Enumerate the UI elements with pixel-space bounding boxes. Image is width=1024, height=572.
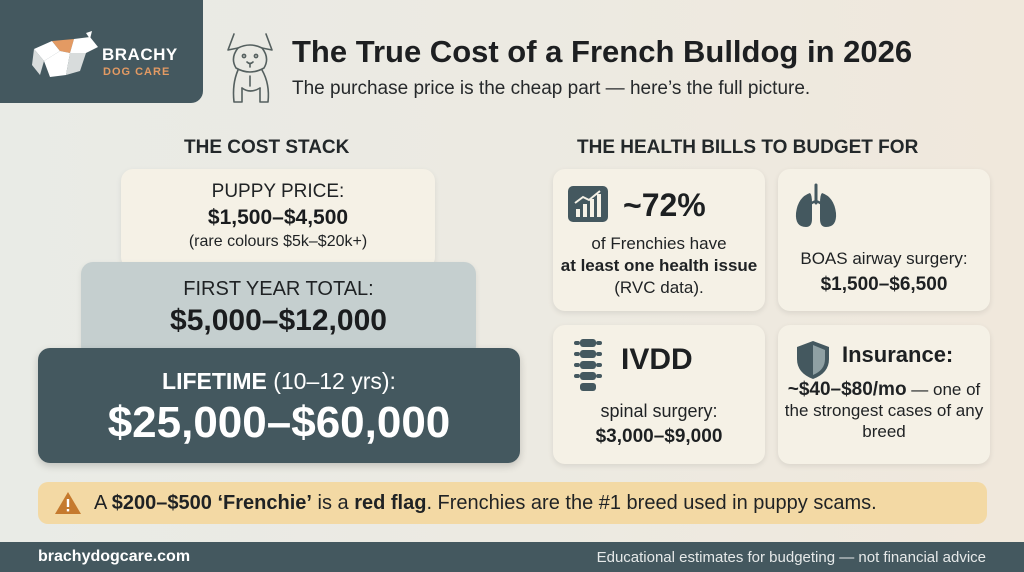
lifetime-label-years: (10–12 yrs): xyxy=(266,368,396,394)
health-bills-heading: THE HEALTH BILLS TO BUDGET FOR xyxy=(577,137,919,158)
first-year-label: FIRST YEAR TOTAL: xyxy=(183,278,374,300)
warning-price: $200–$500 ‘Frenchie’ xyxy=(111,492,312,514)
bar-chart-icon xyxy=(568,186,608,222)
footer-site-link[interactable]: brachydogcare.com xyxy=(38,548,191,565)
insurance-card: ~$40–$80/mo — one of the strongest cases… xyxy=(778,325,990,464)
brand-name: BRACHY xyxy=(102,45,178,64)
health-stat-bold: at least one health issue xyxy=(560,256,758,275)
cost-stack-heading: THE COST STACK xyxy=(184,137,350,158)
insurance-tail: — one of the strongest cases of any bree… xyxy=(784,380,984,441)
warning-red-flag: red flag xyxy=(354,492,427,514)
brand-subname: DOG CARE xyxy=(103,66,171,78)
french-bulldog-illustration-icon xyxy=(227,33,273,103)
health-stat-line1: of Frenchies have xyxy=(591,234,727,253)
ivdd-value: $3,000–$9,000 xyxy=(595,426,723,447)
boas-surgery-card: BOAS airway surgery: $1,500–$6,500 xyxy=(778,169,990,311)
health-stat-card: ~72% of Frenchies have at least one heal… xyxy=(553,169,765,311)
ivdd-title: IVDD xyxy=(621,343,693,376)
footer-disclaimer: Educational estimates for budgeting — no… xyxy=(596,549,986,566)
first-year-value: $5,000–$12,000 xyxy=(170,304,387,337)
scam-warning-bar: A $200–$500 ‘Frenchie’ is a red flag. Fr… xyxy=(38,482,987,524)
ivdd-label: spinal surgery: xyxy=(600,401,718,421)
lifetime-label-bold: LIFETIME xyxy=(162,368,267,394)
brand-logo-block: BRACHY DOG CARE xyxy=(0,0,203,103)
health-stat-percent: ~72% xyxy=(623,187,706,223)
ivdd-card: IVDD spinal surgery: $3,000–$9,000 xyxy=(553,325,765,464)
spine-icon xyxy=(574,339,602,391)
lungs-icon xyxy=(795,183,837,227)
lifetime-label: LIFETIME (10–12 yrs): xyxy=(38,368,520,395)
page-title: The True Cost of a French Bulldog in 202… xyxy=(292,34,913,69)
puppy-price-note: (rare colours $5k–$20k+) xyxy=(188,233,368,250)
lifetime-value: $25,000–$60,000 xyxy=(107,398,451,447)
scam-warning-text: A $200–$500 ‘Frenchie’ is a red flag. Fr… xyxy=(94,492,877,515)
insurance-title: Insurance: xyxy=(842,342,954,367)
insurance-description: ~$40–$80/mo — one of the strongest cases… xyxy=(782,379,986,442)
puppy-price-value: $1,500–$4,500 xyxy=(207,206,349,229)
boas-surgery-label: BOAS airway surgery: xyxy=(800,249,968,268)
shield-icon xyxy=(797,341,829,379)
dog-logo-icon xyxy=(32,31,98,77)
puppy-price-card: PUPPY PRICE: $1,500–$4,500 (rare colours… xyxy=(121,169,435,269)
warning-pre: A xyxy=(94,492,112,514)
health-stat-description: of Frenchies have at least one health is… xyxy=(557,233,761,299)
page-subtitle: The purchase price is the cheap part — h… xyxy=(292,78,811,99)
health-stat-tail: (RVC data). xyxy=(614,278,704,297)
warning-triangle-icon xyxy=(55,492,81,514)
boas-surgery-value: $1,500–$6,500 xyxy=(820,274,948,295)
insurance-value: ~$40–$80/mo xyxy=(787,379,907,400)
footer: brachydogcare.com Educational estimates … xyxy=(0,542,1024,572)
warning-post: . Frenchies are the #1 breed used in pup… xyxy=(426,492,877,514)
lifetime-card: LIFETIME (10–12 yrs): $25,000–$60,000 xyxy=(38,348,520,463)
puppy-price-label: PUPPY PRICE: xyxy=(211,181,345,202)
first-year-card: FIRST YEAR TOTAL: $5,000–$12,000 xyxy=(81,262,476,358)
warning-mid: is a xyxy=(311,492,355,514)
